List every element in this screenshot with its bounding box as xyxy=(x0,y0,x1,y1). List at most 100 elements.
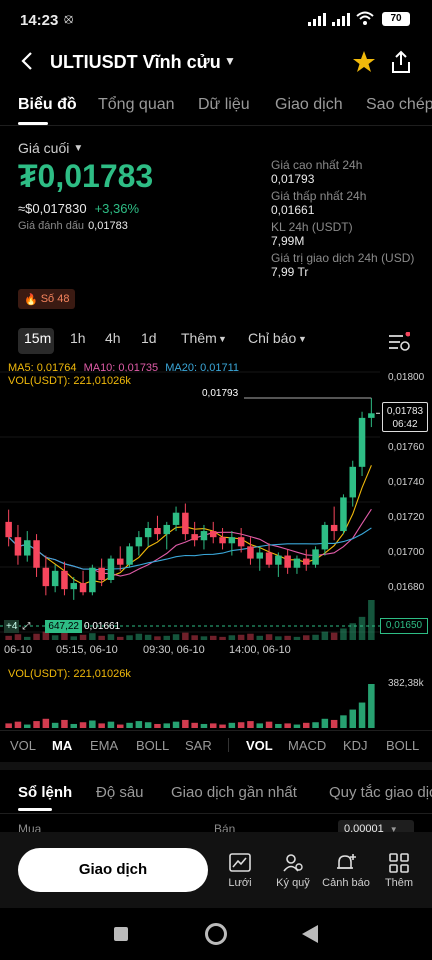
indicator-macd[interactable]: MACD xyxy=(288,738,327,753)
tab-depth[interactable]: Độ sâu xyxy=(96,784,144,801)
caret-down-icon[interactable]: ▼ xyxy=(73,142,84,154)
volume-bar xyxy=(135,721,143,728)
usd-price: ≈$0,017830 xyxy=(18,201,87,216)
system-nav-bar xyxy=(0,908,432,960)
margin-action[interactable]: Ký quỹ xyxy=(268,852,318,889)
time-tick: 05:15, 06-10 xyxy=(56,644,118,656)
home-icon[interactable] xyxy=(205,923,227,945)
candle xyxy=(256,552,264,559)
overlay-volume-bar xyxy=(42,631,50,640)
caret-down-icon[interactable]: ▼ xyxy=(224,54,236,68)
back-nav-icon[interactable] xyxy=(302,925,318,948)
timeframe-1d[interactable]: 1d xyxy=(141,330,157,346)
overlay-volume-bar xyxy=(312,634,319,640)
action-label: Thêm xyxy=(384,877,414,889)
overlay-volume-bar xyxy=(79,634,87,640)
tab-order-book[interactable]: Sổ lệnh xyxy=(18,784,73,801)
candle xyxy=(79,583,87,593)
back-icon[interactable] xyxy=(20,50,34,77)
time-tick: 14:00, 06-10 xyxy=(229,644,291,656)
overlay-volume-bar xyxy=(293,636,301,640)
volume-bar xyxy=(42,718,50,728)
more-action[interactable]: Thêm xyxy=(374,852,424,889)
star-icon[interactable] xyxy=(352,50,376,79)
volume-bar xyxy=(368,684,375,728)
tab-indicator xyxy=(18,122,48,125)
volume-bar xyxy=(302,722,310,728)
caret-down-icon[interactable]: ▼ xyxy=(218,334,227,344)
candle xyxy=(154,528,161,535)
apps-icon xyxy=(389,853,409,873)
share-icon[interactable] xyxy=(390,50,412,79)
grid-action[interactable]: Lưới xyxy=(215,852,265,889)
expand-icon[interactable]: ⤢ xyxy=(22,620,31,632)
indicators-menu[interactable]: Chỉ báo xyxy=(248,330,297,346)
candle xyxy=(135,537,143,547)
pair-title[interactable]: ULTIUSDT Vĩnh cửu xyxy=(50,52,221,72)
trade-button[interactable]: Giao dịch xyxy=(18,848,208,892)
tab-overview[interactable]: Tổng quan xyxy=(98,96,175,113)
overlay-volume-bar xyxy=(219,636,226,640)
candle xyxy=(340,497,347,532)
alert-action[interactable]: Cảnh báo xyxy=(321,852,371,889)
caret-down-icon[interactable]: ▼ xyxy=(298,334,307,344)
tab-data[interactable]: Dữ liệu xyxy=(198,96,250,113)
volume-bar xyxy=(98,723,105,728)
indicator-sar[interactable]: SAR xyxy=(185,738,212,753)
indicator-boll[interactable]: BOLL xyxy=(136,738,170,753)
overlay-volume-bar xyxy=(284,635,291,640)
volume-bar xyxy=(23,724,31,728)
price-tick: 0,01700 xyxy=(388,547,425,558)
candlestick-chart[interactable] xyxy=(0,362,432,662)
chart-settings-icon[interactable] xyxy=(388,331,411,357)
overlay-volume-bar xyxy=(135,633,143,640)
volume-bar xyxy=(70,723,78,728)
indicator-kdj[interactable]: KDJ xyxy=(343,738,368,753)
candle xyxy=(237,537,245,547)
candle xyxy=(89,567,96,593)
indicator-ema[interactable]: EMA xyxy=(90,738,119,753)
tab-trading[interactable]: Giao dịch xyxy=(275,96,343,113)
candle xyxy=(358,417,366,467)
tab-recent-trades[interactable]: Giao dịch gần nhất xyxy=(171,784,297,801)
candle xyxy=(209,531,217,538)
volume-bar xyxy=(154,723,161,728)
volume-bar xyxy=(237,722,245,728)
candle xyxy=(144,528,152,538)
overlay-volume-bar xyxy=(126,635,133,640)
volume-bar xyxy=(247,721,254,728)
status-time: 14:23 xyxy=(20,12,59,29)
last-price-label: Giá cuối xyxy=(18,140,70,156)
candle xyxy=(70,583,78,590)
tab-copy[interactable]: Sao chép xyxy=(366,96,432,113)
stat-value: 7,99M xyxy=(271,234,305,248)
candle xyxy=(126,546,133,565)
tab-chart[interactable]: Biểu đồ xyxy=(18,96,77,113)
indicator-ma[interactable]: MA xyxy=(52,738,73,753)
stat-label: KL 24h (USDT) xyxy=(271,220,353,234)
candle xyxy=(98,567,105,580)
stat-value: 0,01661 xyxy=(271,203,315,217)
overlay-volume-bar xyxy=(265,634,273,640)
overlay-volume-bar xyxy=(70,636,78,640)
volume-bar xyxy=(209,723,217,728)
volume-bar xyxy=(330,719,338,728)
time-tick: 09:30, 06-10 xyxy=(143,644,205,656)
timeframe-4h[interactable]: 4h xyxy=(105,330,121,346)
timeframe-more[interactable]: Thêm xyxy=(181,330,217,346)
indicator-sub-boll[interactable]: BOLL xyxy=(386,738,420,753)
indicator-vol[interactable]: VOL xyxy=(10,738,37,753)
timeframe-1h[interactable]: 1h xyxy=(70,330,86,346)
ma20-value: MA20: 0,01711 xyxy=(165,362,240,374)
candle xyxy=(42,567,50,587)
indicator-sub-vol[interactable]: VOL xyxy=(246,738,273,753)
stat-label: Giá cao nhất 24h xyxy=(271,158,363,172)
candle xyxy=(200,531,208,541)
rank-badge[interactable]: 🔥 Số 48 xyxy=(18,289,76,309)
ma5-value: MA5: 0,01764 xyxy=(8,362,77,374)
tab-trading-rules[interactable]: Quy tắc giao dịch xyxy=(329,784,432,801)
recents-icon[interactable] xyxy=(114,927,128,941)
timeframe-15m[interactable]: 15m xyxy=(24,330,52,346)
section-separator xyxy=(0,762,432,770)
stat-value: 0,01793 xyxy=(271,172,315,186)
